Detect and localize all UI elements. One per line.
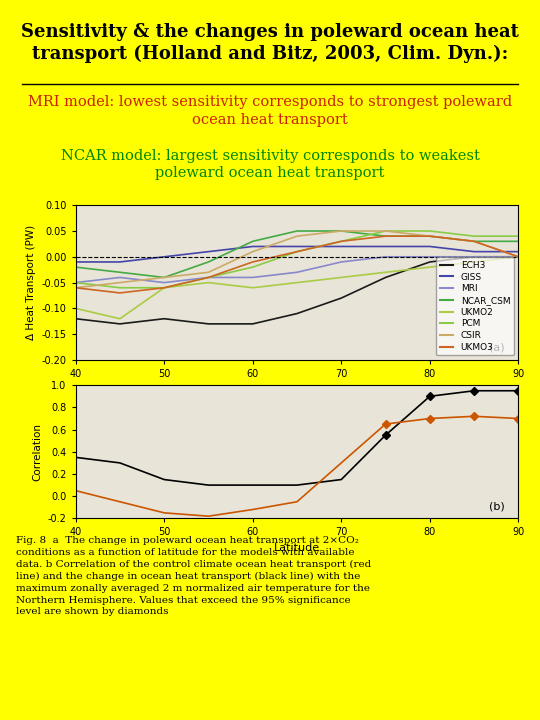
Text: (a): (a) <box>489 342 505 352</box>
Text: NCAR model: largest sensitivity corresponds to weakest
poleward ocean heat trans: NCAR model: largest sensitivity correspo… <box>60 149 480 180</box>
Text: MRI model: lowest sensitivity corresponds to strongest poleward
ocean heat trans: MRI model: lowest sensitivity correspond… <box>28 95 512 127</box>
Text: (b): (b) <box>489 502 505 512</box>
Text: Fig. 8  a  The change in poleward ocean heat transport at 2×CO₂
conditions as a : Fig. 8 a The change in poleward ocean he… <box>16 536 372 616</box>
X-axis label: Latitude: Latitude <box>274 384 320 395</box>
Y-axis label: Correlation: Correlation <box>32 423 42 481</box>
Legend: ECH3, GISS, MRI, NCAR_CSM, UKMO2, PCM, CSIR, UKMO3: ECH3, GISS, MRI, NCAR_CSM, UKMO2, PCM, C… <box>436 257 514 356</box>
X-axis label: Latitude: Latitude <box>274 543 320 553</box>
Y-axis label: Δ Heat Transport (PW): Δ Heat Transport (PW) <box>26 225 36 340</box>
Text: Sensitivity & the changes in poleward ocean heat
transport (Holland and Bitz, 20: Sensitivity & the changes in poleward oc… <box>21 23 519 63</box>
